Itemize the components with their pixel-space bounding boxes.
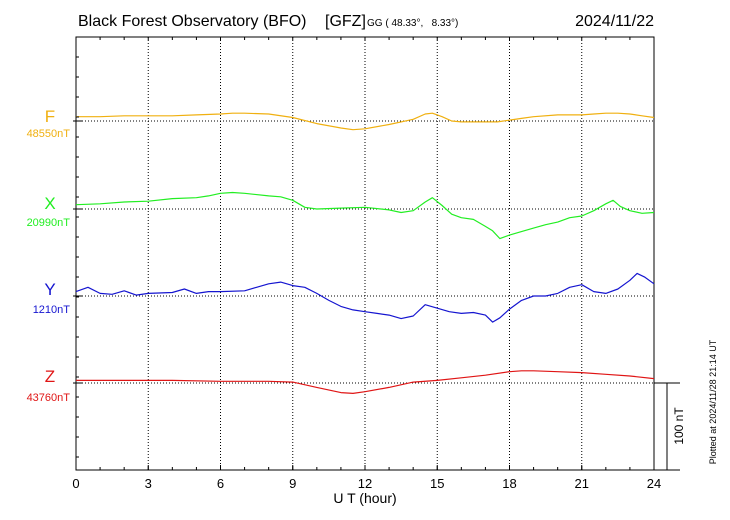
chart-date: 2024/11/22 (575, 13, 654, 30)
tick-layer: 0 3 6 9 12 15 18 21 24 (72, 37, 661, 491)
series-name-y: Y (44, 280, 55, 299)
series-line-z (76, 370, 655, 394)
series-line-f (76, 112, 655, 131)
x-tick-label: 21 (575, 476, 589, 491)
x-tick-label: 18 (502, 476, 516, 491)
grid-layer (147, 37, 583, 470)
series-baseline-f: 48550nT (27, 128, 71, 140)
scale-bar-label: 100 nT (672, 407, 686, 445)
x-tick-label: 12 (358, 476, 372, 491)
series-line-y (75, 272, 655, 323)
baseline-layer (73, 120, 654, 384)
x-axis-label: U T (hour) (333, 490, 396, 506)
source-tag: [GFZ] (325, 13, 366, 30)
x-tick-label: 9 (289, 476, 296, 491)
x-tick-label: 6 (217, 476, 224, 491)
series-baseline-z: 43760nT (27, 392, 71, 404)
series-name-z: Z (45, 367, 55, 386)
x-tick-label: 0 (72, 476, 79, 491)
series-name-x: X (44, 194, 55, 213)
series-layer (75, 112, 655, 394)
coordinate-label: GG ( 48.33°, 8.33°) (367, 18, 458, 29)
series-name-f: F (45, 107, 55, 126)
scale-bar: 100 nT (654, 382, 686, 471)
plotted-at-note: Plotted at 2024/11/28 21:14 UT (708, 339, 718, 464)
label-layer: F 48550nT X 20990nT Y 1210nT Z 43760nT (27, 107, 71, 404)
series-line-x (75, 191, 655, 240)
x-tick-label: 3 (145, 476, 152, 491)
chart-title: Black Forest Observatory (BFO) (78, 13, 307, 30)
series-baseline-y: 1210nT (33, 304, 71, 316)
series-baseline-x: 20990nT (27, 217, 71, 229)
x-tick-label: 15 (430, 476, 444, 491)
x-tick-label: 24 (647, 476, 661, 491)
